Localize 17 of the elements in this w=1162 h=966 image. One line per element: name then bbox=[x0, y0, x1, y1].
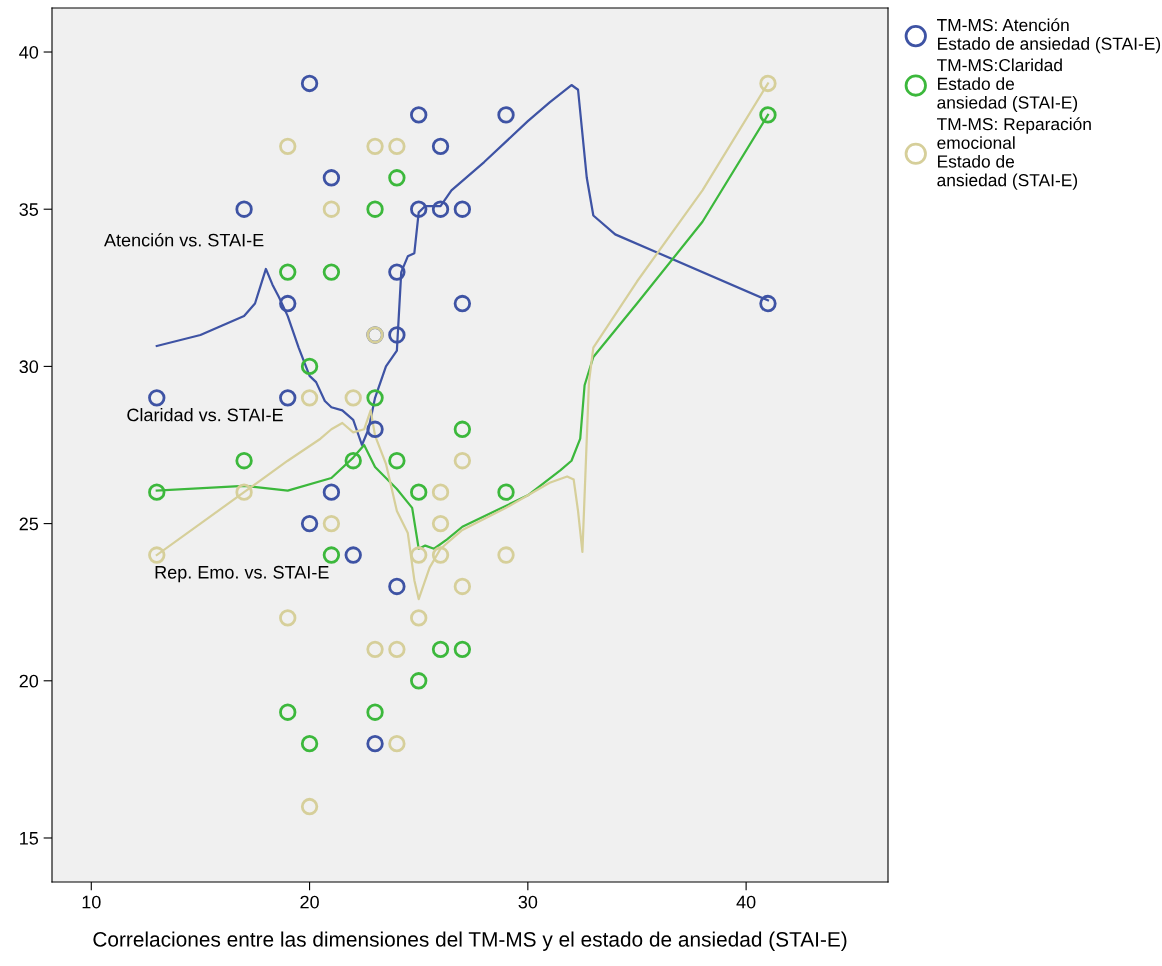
y-tick-label: 35 bbox=[19, 203, 39, 216]
y-tick-label: 20 bbox=[19, 674, 39, 688]
y-tick-label: 15 bbox=[20, 832, 39, 845]
y-tick-label: 40 bbox=[19, 45, 39, 59]
x-tick-label: 40 bbox=[736, 895, 756, 909]
y-tick-label: 25 bbox=[19, 517, 39, 531]
x-tick-label: 30 bbox=[518, 895, 538, 909]
annotation: Claridad vs. STAI-E bbox=[127, 408, 283, 422]
legend-label: TM-MS: Atención Estado de ansiedad (STAI-E) bbox=[937, 18, 1161, 54]
x-axis-title: Correlaciones entre las dimensiones del TM-MS y el estado de ansiedad (STAI-E) bbox=[93, 931, 847, 951]
x-tick-label: 10 bbox=[82, 895, 101, 909]
legend-label: TM-MS: Reparación emocional Estado de ansiedad (STAI-E) bbox=[937, 117, 1091, 190]
annotation: Rep. Emo. vs. STAI-E bbox=[155, 565, 329, 583]
x-tick-label: 20 bbox=[300, 895, 319, 909]
legend-label: TM-MS:Claridad Estado de ansiedad (STAI-E) bbox=[937, 58, 1078, 113]
y-tick-label: 30 bbox=[19, 360, 39, 374]
annotation: Atención vs. STAI-E bbox=[104, 233, 264, 247]
